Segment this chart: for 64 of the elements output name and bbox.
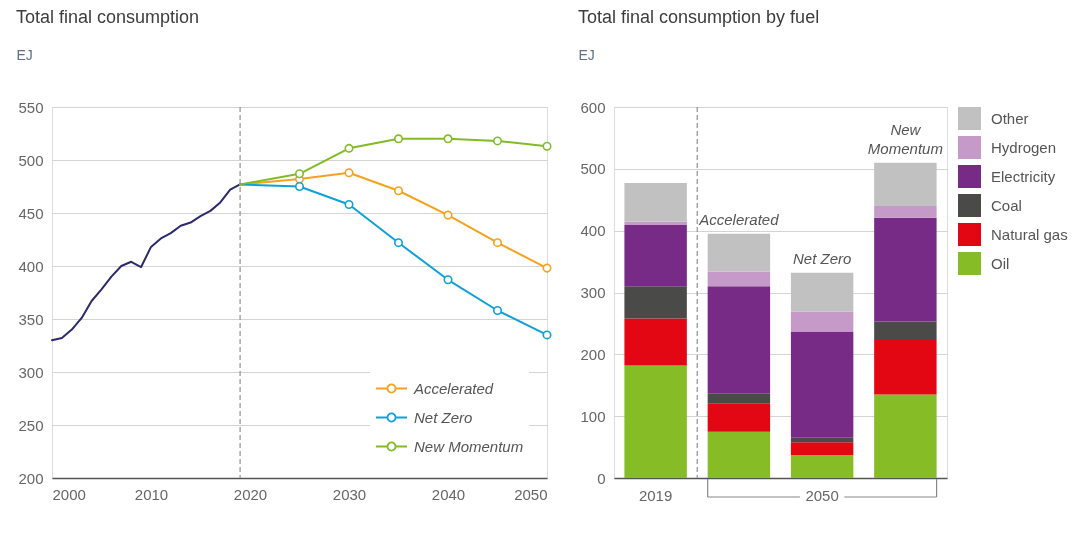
legend-label: Hydrogen — [991, 138, 1057, 156]
legend-label: Natural gas — [991, 225, 1068, 243]
y-tick-label: 300 — [580, 284, 606, 301]
bar — [624, 183, 687, 222]
x-tick-label: 2000 — [52, 485, 86, 503]
y-axis-title: EJ — [16, 46, 33, 63]
bar — [624, 221, 687, 226]
bar — [874, 321, 937, 341]
x-tick-label: 2050 — [805, 486, 839, 504]
line-series — [51, 183, 242, 342]
legend-label: Oil — [991, 254, 1010, 272]
annotation: New Momentum — [867, 120, 943, 157]
bar — [707, 403, 771, 432]
bar — [790, 272, 854, 312]
y-tick-label: 350 — [18, 310, 44, 328]
chart-title: Total final consumption — [16, 7, 200, 27]
bar — [624, 286, 687, 319]
bar — [874, 162, 937, 206]
legend-label: Electricity — [991, 167, 1056, 185]
bar — [707, 393, 771, 404]
bar — [790, 455, 854, 478]
chart-title: Total final consumption by fuel — [578, 7, 820, 27]
legend-label: Other — [991, 109, 1029, 127]
bar — [790, 311, 854, 332]
legend-label: Coal — [991, 196, 1022, 214]
y-tick-label: 500 — [18, 151, 44, 169]
legend-label: Accelerated — [413, 379, 494, 397]
annotation: Accelerated — [698, 210, 780, 228]
bar — [624, 365, 687, 478]
bar — [624, 225, 687, 287]
bar — [874, 217, 937, 322]
bar — [624, 318, 687, 366]
x-tick-label: 2019 — [638, 486, 673, 504]
x-tick-label: 2040 — [431, 485, 466, 503]
bar — [707, 431, 771, 478]
bar — [790, 437, 854, 443]
y-tick-label: 200 — [18, 469, 44, 487]
y-axis-title: EJ — [578, 46, 595, 63]
annotation: Net Zero — [792, 249, 852, 267]
x-tick-label: 2030 — [332, 485, 367, 503]
legend-label: New Momentum — [414, 437, 524, 455]
bar — [707, 286, 771, 394]
bar — [874, 394, 937, 478]
y-tick-label: 0 — [597, 469, 606, 487]
y-tick-label: 600 — [580, 98, 606, 116]
y-tick-label: 500 — [580, 160, 606, 178]
y-tick-label: 250 — [18, 416, 44, 434]
y-tick-label: 400 — [18, 257, 44, 275]
y-tick-label: 400 — [580, 222, 606, 240]
bar — [874, 340, 937, 395]
bar — [707, 271, 771, 287]
y-tick-label: 200 — [580, 345, 606, 363]
bar — [874, 205, 937, 218]
x-tick-label: 2020 — [233, 485, 268, 503]
bar — [707, 233, 771, 272]
y-tick-label: 100 — [580, 407, 606, 425]
y-tick-label: 550 — [18, 98, 44, 116]
y-tick-label: 450 — [18, 204, 44, 222]
x-tick-label: 2010 — [134, 485, 169, 503]
x-tick-label: 2050 — [514, 485, 548, 503]
bar — [790, 442, 854, 456]
y-tick-label: 300 — [18, 363, 44, 381]
bar — [790, 331, 854, 438]
legend-label: Net Zero — [414, 408, 473, 426]
